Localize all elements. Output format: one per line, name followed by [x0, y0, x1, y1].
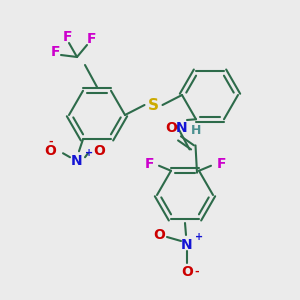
Text: F: F [50, 45, 60, 59]
Text: N: N [176, 121, 188, 135]
Text: F: F [216, 157, 226, 171]
Text: H: H [191, 124, 201, 137]
Text: +: + [85, 148, 93, 158]
Text: -: - [195, 267, 199, 277]
Text: F: F [87, 32, 97, 46]
Text: O: O [181, 265, 193, 279]
Text: -: - [49, 136, 53, 146]
Text: O: O [93, 144, 105, 158]
Text: +: + [195, 232, 203, 242]
Text: O: O [153, 228, 165, 242]
Text: S: S [148, 98, 159, 112]
Text: F: F [62, 30, 72, 44]
Text: F: F [144, 157, 154, 171]
Text: O: O [166, 122, 177, 135]
Text: N: N [71, 154, 83, 168]
Text: N: N [181, 238, 193, 252]
Text: O: O [44, 144, 56, 158]
